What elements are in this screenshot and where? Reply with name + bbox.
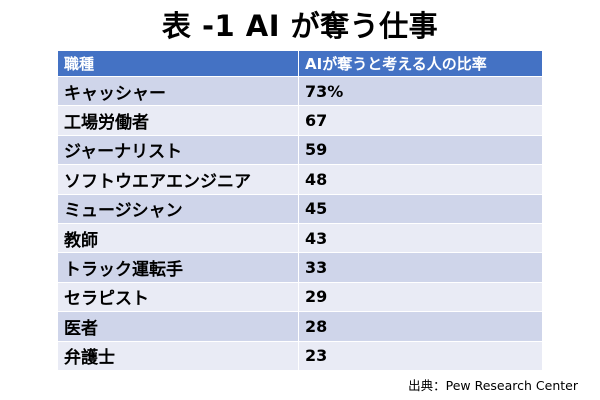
table-row: ジャーナリスト 59: [58, 135, 542, 166]
job-cell: トラック運転手: [64, 260, 183, 281]
table-row: キャッシャー 73%: [58, 77, 542, 107]
rate-cell: 48: [298, 165, 542, 194]
rate-cell: 33: [298, 253, 542, 282]
rate-cell: 73%: [298, 77, 542, 106]
job-cell: ジャーナリスト: [64, 142, 183, 163]
page-title: 表 -1 AI が奪う仕事: [161, 9, 439, 43]
table-row: ソフトウエアエンジニア 48: [58, 165, 542, 195]
job-cell: キャッシャー: [64, 83, 166, 104]
rate-cell: 28: [298, 312, 542, 341]
data-table: 職種 AIが奪うと考える人の比率 キャッシャー 73% 工場労働者 67 ジャー…: [58, 51, 542, 371]
table-row: トラック運転手 33: [58, 253, 542, 283]
table-row: セラピスト 29: [58, 282, 542, 313]
rate-cell: 23: [298, 341, 542, 370]
job-cell: ミュージシャン: [64, 201, 183, 222]
table-row: ミュージシャン 45: [58, 194, 542, 224]
job-cell: セラピスト: [64, 289, 149, 310]
table-header-row: 職種 AIが奪うと考える人の比率: [58, 51, 542, 77]
job-cell: 弁護士: [64, 348, 115, 369]
source-credit: 出典：Pew Research Center: [408, 378, 578, 393]
table-row: 工場労働者 67: [58, 106, 542, 136]
column-header-job: 職種: [64, 55, 95, 73]
rate-cell: 67: [298, 106, 542, 135]
job-cell: 教師: [64, 230, 98, 251]
job-cell: 工場労働者: [64, 113, 149, 134]
job-cell: ソフトウエアエンジニア: [64, 171, 251, 192]
rate-cell: 59: [298, 135, 542, 165]
rate-cell: 45: [298, 194, 542, 223]
job-cell: 医者: [64, 318, 98, 339]
table-row: 弁護士 23: [58, 341, 542, 371]
table-row: 教師 43: [58, 223, 542, 254]
rate-cell: 43: [298, 223, 542, 253]
rate-cell: 29: [298, 282, 542, 312]
table-row: 医者 28: [58, 312, 542, 342]
column-header-rate: AIが奪うと考える人の比率: [298, 51, 542, 76]
